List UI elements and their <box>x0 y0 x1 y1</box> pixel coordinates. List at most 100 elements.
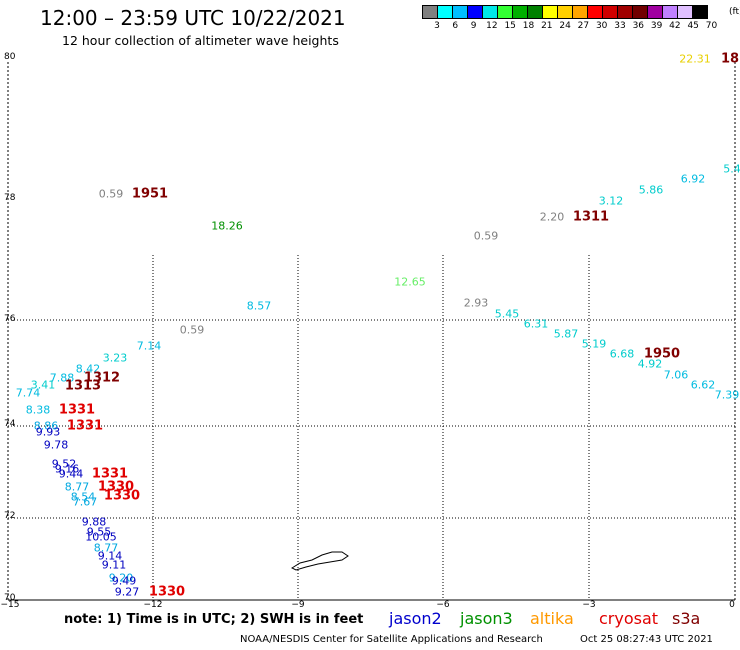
wave-height-label: 9.88 <box>81 515 107 529</box>
lat-label-70: 70 <box>4 593 16 603</box>
lon-label-0: 0 <box>729 600 735 610</box>
legend-label: 9 <box>470 21 477 31</box>
sat-jason3: jason3 <box>460 609 513 628</box>
sat-s3a: s3a <box>672 609 701 628</box>
map-subtitle: 12 hour collection of altimeter wave hei… <box>62 33 339 48</box>
wave-height-label: 9.27 <box>114 585 140 599</box>
wave-height-label: 2.20 <box>539 210 565 224</box>
wave-height-label: 8.77 <box>93 541 119 555</box>
lat-label-72: 72 <box>4 511 16 521</box>
wave-height-label: 8.57 <box>246 299 272 313</box>
wave-height-label: 9.14 <box>97 549 123 563</box>
legend-label: 30 <box>595 21 608 31</box>
island-outline <box>290 551 349 571</box>
wave-height-label: 22.31 <box>679 52 711 66</box>
wave-height-label: 5.19 <box>581 337 607 351</box>
pass-time-label: 1330 <box>97 479 135 495</box>
sat-jason2: jason2 <box>389 609 442 628</box>
wave-height-label: 9.52 <box>51 457 77 471</box>
footer-note: note: 1) Time is in UTC; 2) SWH is in fe… <box>64 612 364 627</box>
generated-timestamp: Oct 25 08:27:43 UTC 2021 <box>580 634 713 645</box>
lon-label-12w: −12 <box>143 600 163 610</box>
wave-height-label: 7.39 <box>714 388 740 402</box>
legend-label: 70 <box>705 21 718 31</box>
wave-height-label: 8.77 <box>64 480 90 494</box>
wave-height-label: 7.88 <box>49 371 75 385</box>
pass-time-label: 1311 <box>572 209 610 225</box>
legend-swatch <box>692 5 708 19</box>
wave-height-label: 4.92 <box>637 357 663 371</box>
wave-height-label: 6.62 <box>690 378 716 392</box>
wave-height-label: 9.44 <box>58 467 84 481</box>
wave-height-label: 6.92 <box>680 172 706 186</box>
sat-altika: altika <box>530 609 574 628</box>
legend-label: 45 <box>687 21 699 31</box>
wave-height-label: 0.59 <box>98 187 124 201</box>
wave-height-label: 9.20 <box>108 571 134 585</box>
wave-height-label: 3.41 <box>30 378 56 392</box>
wave-height-label: 5.45 <box>494 307 520 321</box>
legend-swatches <box>422 5 740 19</box>
wave-height-label: 3.23 <box>102 351 128 365</box>
wave-height-label: 12.65 <box>394 275 426 289</box>
wave-height-label: 8.86 <box>33 419 59 433</box>
lon-label-3w: −3 <box>582 600 596 610</box>
wave-height-label: 0.59 <box>179 323 205 337</box>
wave-height-label: 5.87 <box>553 327 579 341</box>
legend-label: 33 <box>614 21 626 31</box>
pass-time-label: 1330 <box>148 584 186 600</box>
lon-label-6w: −6 <box>436 600 450 610</box>
pass-time-label: 18 <box>720 51 740 67</box>
pass-time-label: 1950 <box>643 346 681 362</box>
pass-time-label: 1951 <box>131 186 169 202</box>
wave-height-label: 7.67 <box>72 495 98 509</box>
lon-label-9w: −9 <box>291 600 305 610</box>
legend-label: 6 <box>452 21 459 31</box>
wave-height-label: 5.4 <box>723 162 740 176</box>
legend-label: 39 <box>650 21 663 31</box>
wave-height-label: 8.54 <box>70 490 96 504</box>
pass-time-label: 1331 <box>91 466 129 482</box>
wave-height-label: 6.68 <box>609 347 635 361</box>
legend-label: 3 <box>434 21 440 31</box>
legend-label: 27 <box>577 21 590 31</box>
wave-height-label: 5.86 <box>638 183 664 197</box>
legend-label: 12 <box>486 21 498 31</box>
wave-height-label: 2.93 <box>463 296 489 310</box>
wave-height-label: 8.42 <box>75 362 101 376</box>
legend-label: 42 <box>669 21 681 31</box>
wave-height-label: 8.38 <box>25 403 51 417</box>
wave-height-label: 9.55 <box>86 525 112 539</box>
wave-height-label: 10.05 <box>85 530 117 544</box>
pass-time-label: 1312 <box>83 370 121 386</box>
wave-height-label: 9.49 <box>111 574 137 588</box>
legend-label: 21 <box>541 21 553 31</box>
lat-label-76: 76 <box>4 314 16 324</box>
lon-label-15w: −15 <box>0 600 20 610</box>
legend-label: 24 <box>559 21 571 31</box>
map-title: 12:00 – 23:59 UTC 10/22/2021 <box>40 6 346 30</box>
wave-height-label: 7.74 <box>15 386 41 400</box>
pass-time-label: 1331 <box>58 402 96 418</box>
wave-height-label: 6.31 <box>523 317 549 331</box>
wave-height-label: 7.14 <box>136 339 162 353</box>
sat-cryosat: cryosat <box>599 609 659 628</box>
legend-labels: 3 6 9 12 15 18 21 24 27 30 33 36 39 42 45 70 <box>422 19 740 31</box>
pass-time-label: 1313 <box>64 378 102 394</box>
legend-label: 36 <box>632 21 645 31</box>
wave-height-label: 0.59 <box>473 229 499 243</box>
credit-line: NOAA/NESDIS Center for Satellite Applica… <box>240 634 543 645</box>
wave-height-label: 9.16 <box>54 462 80 476</box>
wave-height-label: 9.11 <box>101 558 127 572</box>
legend-label: 18 <box>522 21 535 31</box>
lat-label-80: 80 <box>4 52 16 62</box>
wave-height-label: 3.12 <box>598 194 624 208</box>
pass-time-label: 1330 <box>103 488 141 504</box>
lat-label-74: 74 <box>4 419 16 429</box>
pass-time-label: 1331 <box>66 418 104 434</box>
wave-height-label: 9.78 <box>43 438 69 452</box>
wave-height-label: 9.93 <box>35 425 61 439</box>
lat-label-78: 78 <box>4 193 16 203</box>
